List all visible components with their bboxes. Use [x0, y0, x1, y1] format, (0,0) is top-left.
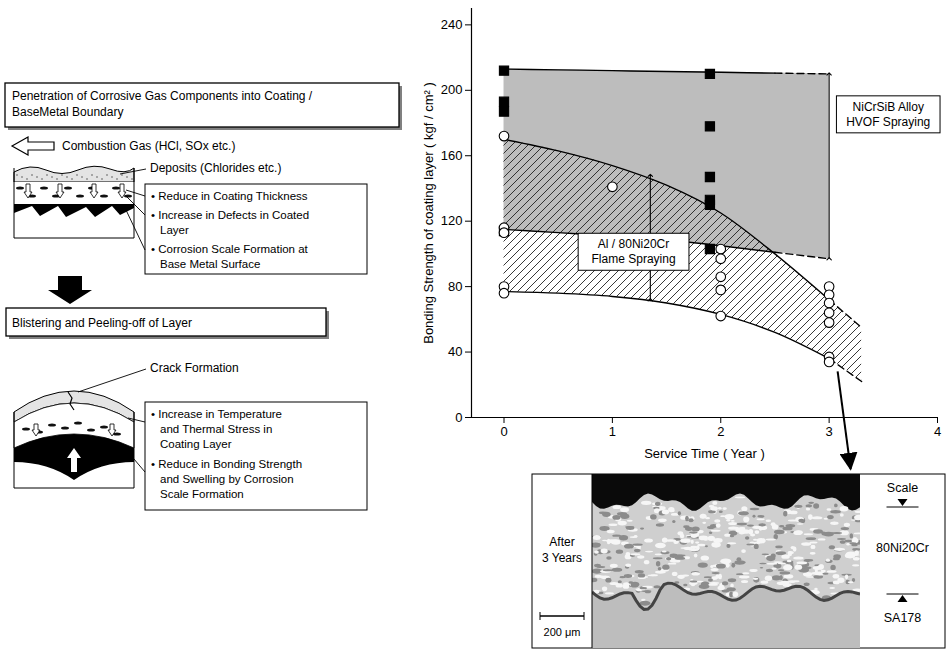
- svg-text:Penetration of Corrosive Gas C: Penetration of Corrosive Gas Components …: [12, 89, 313, 103]
- svg-text:3 Years: 3 Years: [542, 551, 582, 565]
- svg-text:BaseMetal Boundary: BaseMetal Boundary: [12, 105, 123, 119]
- svg-text:• Increase in Defects in Coate: • Increase in Defects in Coated: [151, 209, 309, 221]
- svg-text:NiCrSiB Alloy: NiCrSiB Alloy: [853, 100, 924, 114]
- svg-text:and Swelling by Corrosion: and Swelling by Corrosion: [160, 473, 294, 485]
- svg-text:4: 4: [934, 424, 941, 439]
- svg-text:Bonding Strength of coating la: Bonding Strength of coating layer ( kgf …: [421, 82, 436, 344]
- svg-text:120: 120: [441, 213, 463, 228]
- svg-text:Blistering and Peeling-off of: Blistering and Peeling-off of Layer: [12, 316, 192, 330]
- svg-text:1: 1: [609, 424, 616, 439]
- svg-text:• Increase in Temperature: • Increase in Temperature: [151, 408, 282, 420]
- svg-text:Al / 80Ni20Cr: Al / 80Ni20Cr: [598, 237, 669, 251]
- svg-text:• Corrosion Scale Formation at: • Corrosion Scale Formation at: [151, 243, 309, 255]
- svg-text:Combustion Gas (HCl, SOx etc.): Combustion Gas (HCl, SOx etc.): [62, 139, 235, 153]
- svg-text:3: 3: [826, 424, 833, 439]
- svg-text:Coating Layer: Coating Layer: [160, 438, 232, 450]
- svg-text:Base Metal Surface: Base Metal Surface: [160, 258, 260, 270]
- svg-text:• Reduce in Bonding Strength: • Reduce in Bonding Strength: [151, 458, 302, 470]
- svg-text:0: 0: [500, 424, 507, 439]
- svg-text:Layer: Layer: [160, 224, 189, 236]
- svg-text:Service Time ( Year ): Service Time ( Year ): [644, 446, 765, 461]
- svg-text:2: 2: [717, 424, 724, 439]
- svg-text:Flame Spraying: Flame Spraying: [592, 252, 676, 266]
- svg-text:HVOF Spraying: HVOF Spraying: [846, 115, 930, 129]
- svg-text:SA178: SA178: [884, 611, 922, 625]
- svg-text:and Thermal Stress in: and Thermal Stress in: [160, 423, 272, 435]
- svg-text:240: 240: [441, 17, 463, 32]
- svg-text:40: 40: [448, 344, 462, 359]
- svg-text:0: 0: [455, 410, 462, 425]
- svg-text:200: 200: [441, 82, 463, 97]
- svg-text:160: 160: [441, 148, 463, 163]
- svg-text:Crack Formation: Crack Formation: [150, 361, 239, 375]
- svg-text:• Reduce in Coating Thickness: • Reduce in Coating Thickness: [151, 190, 308, 202]
- svg-text:80: 80: [448, 279, 462, 294]
- svg-text:Scale: Scale: [887, 481, 918, 495]
- svg-text:After: After: [549, 535, 574, 549]
- svg-text:80Ni20Cr: 80Ni20Cr: [876, 541, 929, 555]
- svg-text:Scale Formation: Scale Formation: [160, 488, 244, 500]
- svg-text:200 μm: 200 μm: [544, 626, 581, 638]
- svg-text:Deposits (Chlorides etc.): Deposits (Chlorides etc.): [150, 161, 281, 175]
